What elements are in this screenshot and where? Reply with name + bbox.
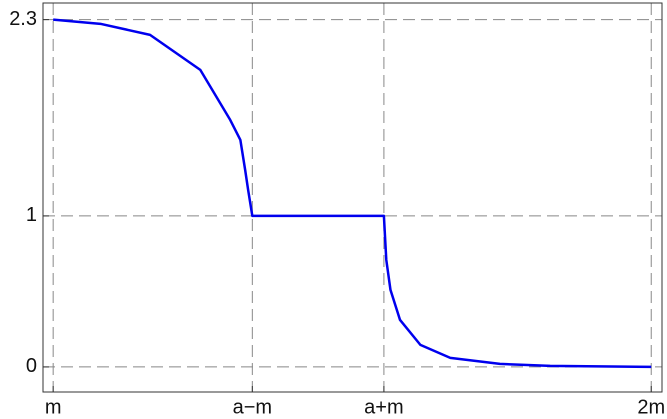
x-tick-label: m [45,396,62,418]
x-tick-label: a−m [233,396,272,418]
line-series [53,18,652,369]
x-tick-label: 2m [637,396,665,418]
y-tick-label: 0 [26,355,37,377]
y-tick-label: 1 [26,204,37,226]
x-tick-label: a+m [364,396,403,418]
y-tick-label: 2.3 [9,8,37,30]
plot-frame [42,2,663,393]
